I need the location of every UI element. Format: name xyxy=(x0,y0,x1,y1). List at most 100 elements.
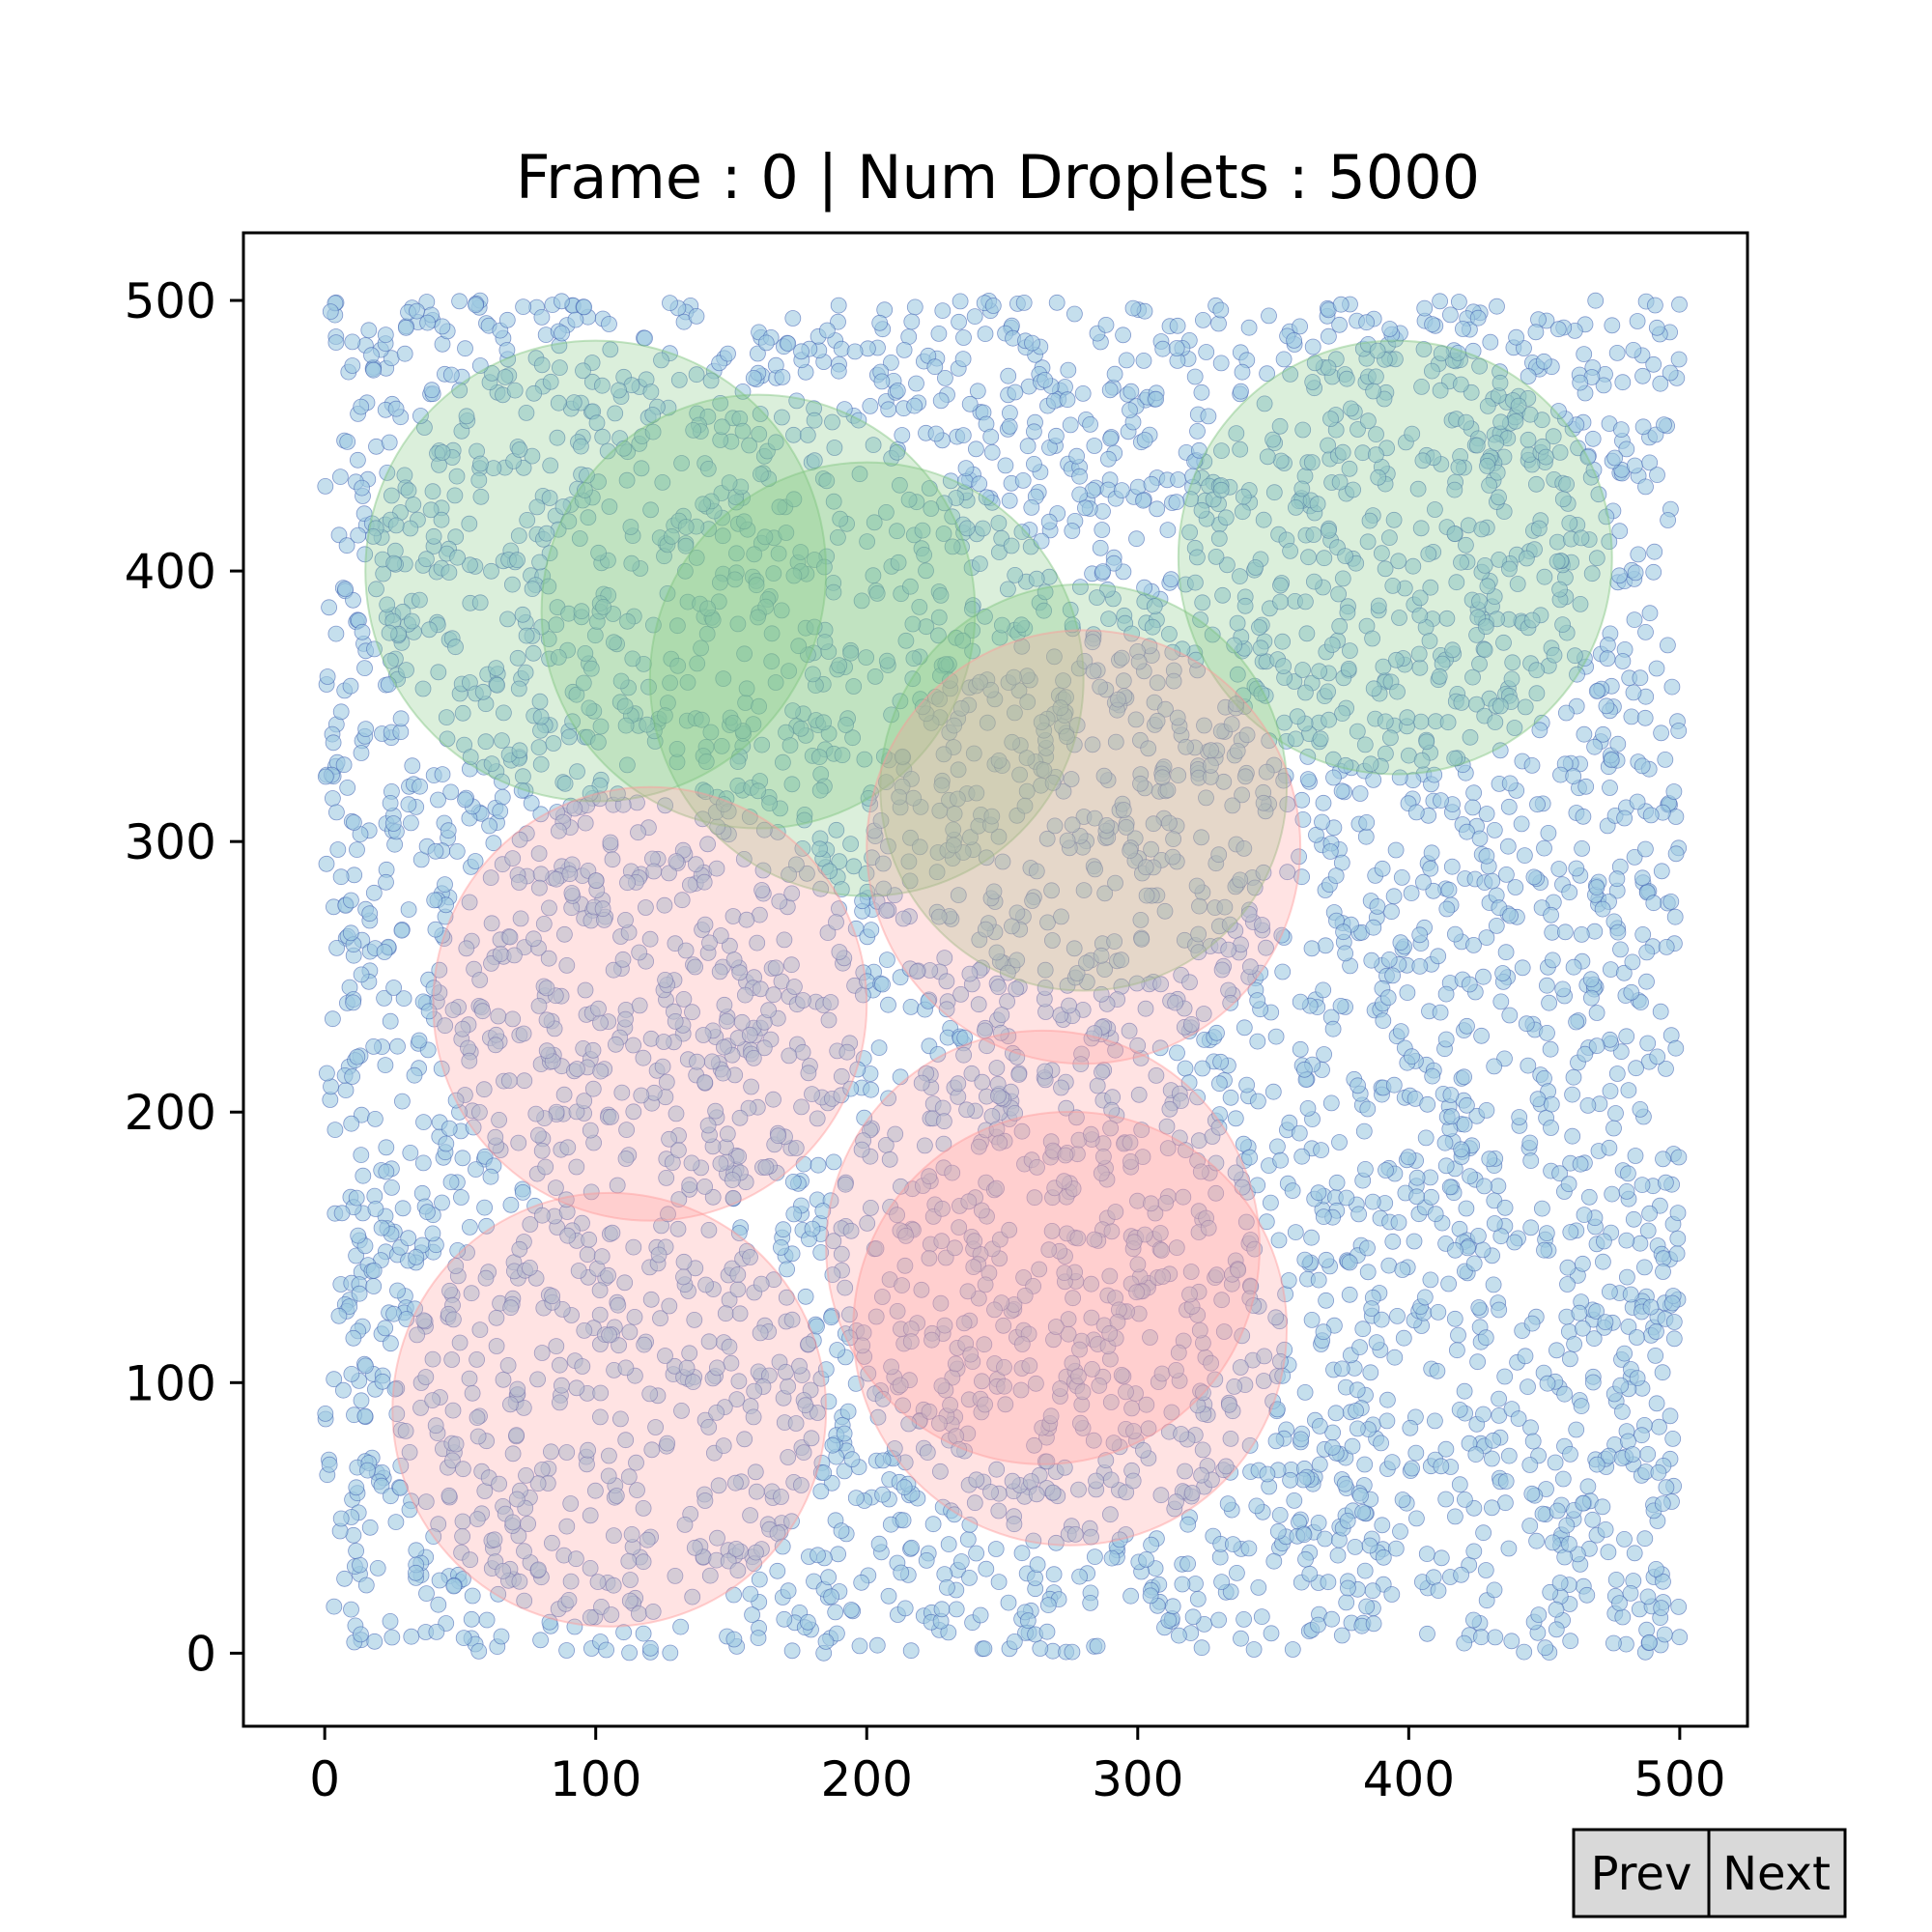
droplet-point xyxy=(1272,1151,1289,1169)
droplet-point xyxy=(810,1547,826,1564)
droplet-point xyxy=(1508,328,1524,346)
droplet-point xyxy=(1573,926,1590,943)
droplet-point xyxy=(393,922,411,939)
droplet-point xyxy=(415,1114,432,1130)
droplet-point xyxy=(326,1598,343,1615)
droplet-point xyxy=(377,1320,394,1337)
droplet-point xyxy=(1588,1005,1605,1021)
droplet-point xyxy=(1447,1508,1463,1525)
droplet-point xyxy=(1336,1475,1353,1492)
droplet-point xyxy=(1304,338,1321,355)
droplet-point xyxy=(1642,807,1660,824)
droplet-point xyxy=(344,333,361,351)
droplet-point xyxy=(356,1407,374,1425)
droplet-point xyxy=(349,841,365,858)
droplet-point xyxy=(1543,1120,1559,1136)
droplet-point xyxy=(1648,319,1665,336)
droplets-layer xyxy=(317,292,1689,1662)
droplet-point xyxy=(1138,1551,1154,1568)
droplet-point xyxy=(984,298,1002,314)
droplet-point xyxy=(905,650,923,668)
droplet-point xyxy=(1275,351,1293,368)
droplet-point xyxy=(1184,1608,1202,1626)
droplet-point xyxy=(1311,1418,1328,1435)
droplet-point xyxy=(383,487,400,504)
droplet-point xyxy=(1394,1492,1411,1508)
droplet-point xyxy=(369,1560,386,1577)
droplet-point xyxy=(950,761,967,779)
droplet-point xyxy=(1639,1035,1657,1052)
droplet-point xyxy=(1527,324,1545,341)
droplet-point xyxy=(1639,1446,1657,1463)
droplet-point xyxy=(1317,1530,1333,1548)
droplet-point xyxy=(1379,989,1397,1007)
droplet-point xyxy=(1523,757,1541,774)
droplet-point xyxy=(1338,1594,1355,1611)
droplet-point xyxy=(1103,1549,1121,1567)
droplet-point xyxy=(343,1601,359,1618)
droplet-point xyxy=(413,1184,431,1202)
droplet-point xyxy=(1129,478,1147,496)
droplet-point xyxy=(1575,808,1592,825)
droplet-point xyxy=(1595,1253,1611,1270)
droplet-point xyxy=(1019,1612,1037,1629)
droplet-point xyxy=(968,1545,984,1562)
droplet-point xyxy=(1639,1588,1657,1605)
droplet-point xyxy=(451,1334,469,1351)
droplet-point xyxy=(349,451,366,469)
droplet-point xyxy=(424,1225,441,1242)
droplet-point xyxy=(1529,796,1546,813)
droplet-point xyxy=(1521,1518,1539,1534)
droplet-point xyxy=(1561,1536,1577,1552)
droplet-point xyxy=(1618,1028,1635,1045)
droplet-point xyxy=(880,838,896,855)
droplet-point xyxy=(1669,1205,1687,1221)
droplet-point xyxy=(1296,1061,1313,1078)
droplet-point xyxy=(1323,1610,1340,1628)
droplet-point xyxy=(1432,1004,1449,1021)
droplet-point xyxy=(1464,799,1481,816)
droplet-point xyxy=(1465,784,1482,802)
droplet-point xyxy=(1089,1637,1106,1655)
droplet-point xyxy=(880,1587,897,1605)
droplet-point xyxy=(863,922,880,938)
droplet-point xyxy=(1240,319,1258,336)
droplet-point xyxy=(1349,723,1366,740)
droplet-point xyxy=(1609,923,1627,941)
droplet-point xyxy=(330,1307,348,1324)
droplet-point xyxy=(427,921,444,938)
droplet-point xyxy=(1379,1391,1396,1408)
droplet-point xyxy=(426,892,443,909)
droplet-point xyxy=(1496,1368,1514,1385)
droplet-point xyxy=(820,1393,838,1410)
droplet-point xyxy=(437,876,453,893)
droplet-point xyxy=(1571,1304,1588,1321)
droplet-point xyxy=(1293,1431,1309,1448)
droplet-point xyxy=(804,1220,821,1237)
droplet-point xyxy=(889,382,906,399)
droplet-point xyxy=(1627,1148,1644,1164)
droplet-point xyxy=(1233,1630,1249,1647)
droplet-point xyxy=(1554,1470,1572,1488)
droplet-point xyxy=(1614,1608,1632,1626)
droplet-point xyxy=(1629,1370,1646,1386)
droplet-point xyxy=(382,1012,399,1030)
droplet-point xyxy=(326,1371,343,1388)
droplet-point xyxy=(462,556,478,574)
droplet-point xyxy=(750,1630,767,1646)
droplet-point xyxy=(1588,683,1605,699)
droplet-point xyxy=(348,1543,365,1559)
droplet-point xyxy=(605,961,622,979)
droplet-point xyxy=(406,1066,423,1084)
droplet-point xyxy=(1234,1327,1251,1345)
droplet-point xyxy=(1136,432,1153,448)
droplet-point xyxy=(357,1577,375,1594)
droplet-point xyxy=(1015,294,1033,311)
droplet-point xyxy=(1194,1060,1211,1077)
droplet-point xyxy=(361,1519,379,1536)
droplet-point xyxy=(392,710,410,727)
droplet-point xyxy=(1269,1522,1287,1540)
droplet-point xyxy=(742,1585,759,1603)
droplet-point xyxy=(1655,1151,1671,1168)
droplet-point xyxy=(1357,828,1375,845)
